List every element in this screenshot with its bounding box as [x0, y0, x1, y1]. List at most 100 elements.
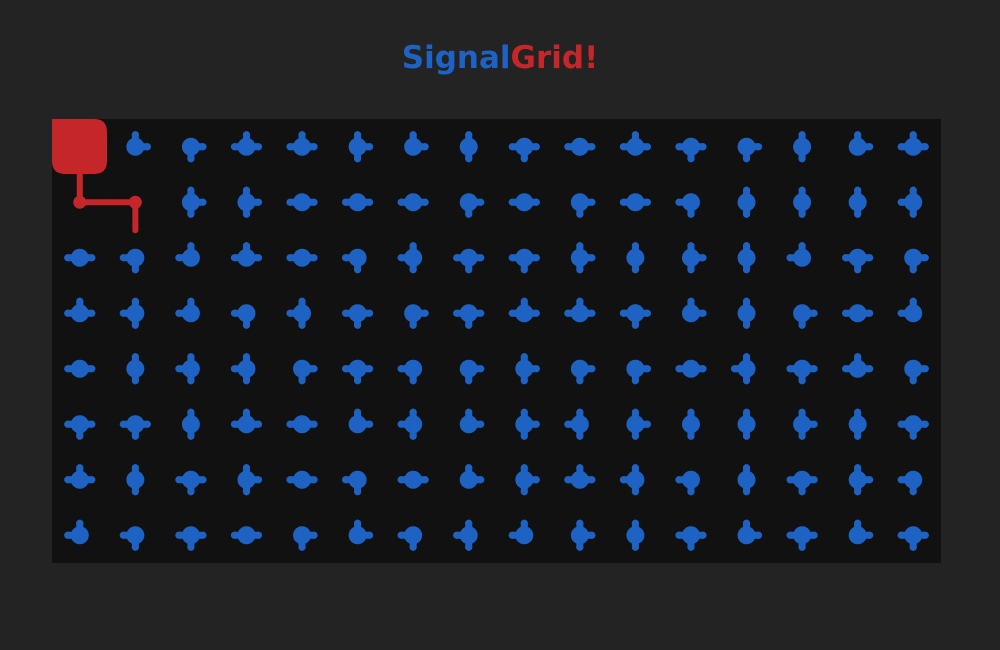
- pipe-tile[interactable]: [293, 359, 318, 385]
- pipe-tile[interactable]: [181, 137, 207, 163]
- pipe-tile[interactable]: [508, 519, 534, 545]
- pipe-tile[interactable]: [397, 193, 429, 212]
- pipe-tile[interactable]: [897, 470, 923, 496]
- pipe-tile[interactable]: [459, 131, 478, 163]
- pipe-tile[interactable]: [175, 353, 200, 385]
- pipe-tile[interactable]: [286, 297, 312, 329]
- pipe-tile[interactable]: [619, 304, 652, 329]
- pipe-tile[interactable]: [459, 408, 485, 434]
- pipe-tile[interactable]: [737, 242, 756, 274]
- pipe-tile[interactable]: [842, 248, 874, 274]
- active-pipe-tile[interactable]: [104, 195, 142, 234]
- pipe-tile[interactable]: [515, 353, 540, 385]
- pipe-tile[interactable]: [737, 464, 756, 496]
- pipe-tile[interactable]: [897, 526, 929, 551]
- pipe-tile[interactable]: [570, 519, 596, 551]
- pipe-tile[interactable]: [348, 519, 374, 545]
- pipe-tile[interactable]: [64, 297, 96, 323]
- pipe-tile[interactable]: [570, 242, 596, 274]
- pipe-tile[interactable]: [848, 408, 867, 440]
- pipe-tile[interactable]: [626, 359, 652, 385]
- pipe-tile[interactable]: [453, 519, 478, 551]
- pipe-tile[interactable]: [175, 297, 200, 323]
- pipe-tile[interactable]: [897, 297, 923, 323]
- pipe-tile[interactable]: [286, 415, 318, 434]
- pipe-tile[interactable]: [181, 186, 207, 218]
- pipe-tile[interactable]: [126, 464, 145, 496]
- pipe-tile[interactable]: [793, 408, 818, 440]
- pipe-tile[interactable]: [786, 359, 818, 385]
- pipe-tile[interactable]: [564, 297, 596, 323]
- pipe-tile[interactable]: [848, 519, 874, 545]
- pipe-tile[interactable]: [397, 408, 423, 440]
- pipe-tile[interactable]: [508, 137, 540, 163]
- pipe-tile[interactable]: [508, 248, 540, 274]
- pipe-tile[interactable]: [404, 304, 429, 329]
- pipe-tile[interactable]: [793, 131, 812, 163]
- pipe-tile[interactable]: [730, 353, 756, 385]
- pipe-tile[interactable]: [675, 470, 700, 496]
- pipe-tile[interactable]: [230, 353, 256, 385]
- pipe-tile[interactable]: [564, 408, 589, 440]
- pipe-tile[interactable]: [897, 415, 929, 440]
- pipe-tile[interactable]: [564, 464, 596, 489]
- pipe-tile[interactable]: [293, 526, 318, 551]
- pipe-tile[interactable]: [459, 193, 485, 218]
- pipe-tile[interactable]: [904, 359, 929, 385]
- pipe-tile[interactable]: [793, 304, 818, 329]
- pipe-tile[interactable]: [397, 359, 423, 385]
- pipe-tile[interactable]: [237, 464, 263, 496]
- pipe-tile[interactable]: [397, 242, 423, 274]
- pipe-tile[interactable]: [64, 359, 96, 378]
- pipe-tile[interactable]: [737, 408, 756, 440]
- pipe-tile[interactable]: [570, 193, 596, 218]
- pipe-tile[interactable]: [286, 193, 318, 212]
- pipe-tile[interactable]: [64, 519, 89, 545]
- signal-source-tile[interactable]: [52, 119, 107, 174]
- pipe-tile[interactable]: [181, 408, 200, 440]
- pipe-tile[interactable]: [175, 526, 207, 551]
- pipe-tile[interactable]: [230, 131, 263, 156]
- pipe-tile[interactable]: [459, 359, 485, 385]
- pipe-tile[interactable]: [564, 137, 596, 156]
- pipe-tile[interactable]: [341, 304, 374, 329]
- pipe-tile[interactable]: [341, 248, 367, 274]
- pipe-tile[interactable]: [119, 297, 145, 329]
- pipe-tile[interactable]: [286, 248, 318, 267]
- pipe-tile[interactable]: [515, 408, 540, 440]
- pipe-tile[interactable]: [737, 297, 756, 329]
- pipe-tile[interactable]: [786, 470, 818, 496]
- pipe-tile[interactable]: [570, 359, 596, 385]
- pipe-tile[interactable]: [848, 186, 867, 218]
- pipe-tile[interactable]: [397, 526, 423, 551]
- pipe-tile[interactable]: [453, 304, 485, 329]
- pipe-tile[interactable]: [675, 526, 707, 551]
- pipe-tile[interactable]: [737, 186, 756, 218]
- pipe-tile[interactable]: [64, 248, 96, 267]
- pipe-tile[interactable]: [897, 131, 929, 156]
- pipe-tile[interactable]: [515, 464, 540, 496]
- pipe-tile[interactable]: [119, 248, 145, 274]
- pipe-tile[interactable]: [119, 526, 145, 551]
- pipe-tile[interactable]: [126, 353, 145, 385]
- pipe-tile[interactable]: [230, 304, 256, 329]
- pipe-tile[interactable]: [675, 359, 707, 378]
- pipe-tile[interactable]: [341, 359, 374, 385]
- pipe-tile[interactable]: [348, 408, 374, 434]
- pipe-tile[interactable]: [626, 519, 645, 551]
- pipe-tile[interactable]: [230, 526, 263, 545]
- pipe-tile[interactable]: [848, 131, 874, 156]
- pipe-tile[interactable]: [848, 464, 874, 496]
- pipe-tile[interactable]: [675, 193, 700, 218]
- pipe-tile[interactable]: [626, 408, 652, 440]
- pipe-tile[interactable]: [341, 470, 367, 496]
- pipe-tile[interactable]: [737, 137, 763, 163]
- pipe-tile[interactable]: [897, 186, 923, 218]
- pipe-tile[interactable]: [230, 408, 263, 434]
- pipe-tile[interactable]: [619, 464, 645, 496]
- pipe-tile[interactable]: [508, 297, 540, 323]
- pipe-tile[interactable]: [64, 415, 96, 440]
- pipe-tile[interactable]: [793, 186, 812, 218]
- pipe-tile[interactable]: [453, 248, 485, 274]
- pipe-tile[interactable]: [737, 519, 763, 545]
